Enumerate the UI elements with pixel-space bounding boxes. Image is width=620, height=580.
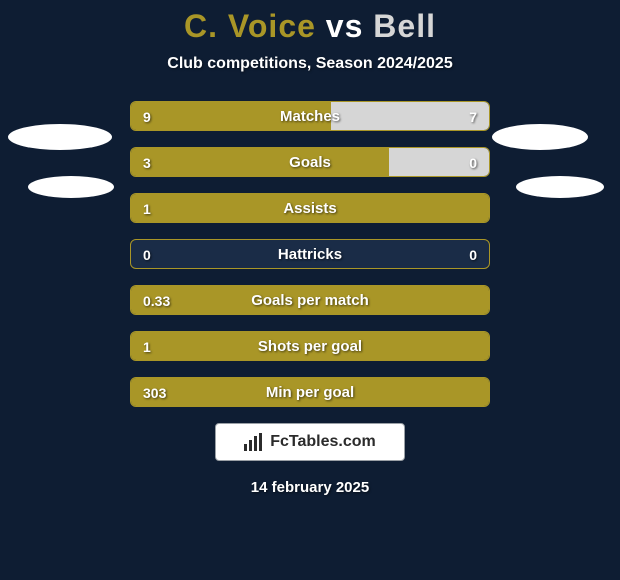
player2-avatar-placeholder-1 (492, 124, 588, 150)
subtitle: Club competitions, Season 2024/2025 (0, 55, 620, 73)
stat-value-left: 1 (143, 194, 151, 222)
stat-row: Hattricks0 0 (130, 239, 490, 269)
stat-value-right: 0 (469, 240, 477, 268)
stat-row: Shots per goal1 (130, 331, 490, 361)
stat-label: Goals per match (131, 286, 489, 314)
stat-value-right: 0 (469, 148, 477, 176)
player1-avatar-placeholder-2 (28, 176, 114, 198)
stat-value-right: 7 (469, 102, 477, 130)
source-badge-text: FcTables.com (270, 433, 376, 451)
stat-value-left: 303 (143, 378, 166, 406)
stat-value-left: 0.33 (143, 286, 170, 314)
player2-avatar-placeholder-2 (516, 176, 604, 198)
source-badge[interactable]: FcTables.com (215, 423, 405, 461)
player1-name: C. Voice (184, 8, 316, 44)
stat-label: Matches (131, 102, 489, 130)
vs-text: vs (326, 8, 364, 44)
stat-row: Goals3 0 (130, 147, 490, 177)
player1-avatar-placeholder-1 (8, 124, 112, 150)
bar-chart-icon (244, 433, 264, 451)
stat-label: Min per goal (131, 378, 489, 406)
stat-label: Shots per goal (131, 332, 489, 360)
stat-label: Assists (131, 194, 489, 222)
stat-row: Assists1 (130, 193, 490, 223)
stat-row: Min per goal303 (130, 377, 490, 407)
player2-name: Bell (373, 8, 436, 44)
stat-label: Hattricks (131, 240, 489, 268)
stats-rows: Matches97Goals30Assists1Hattricks00Goals… (130, 101, 490, 407)
comparison-card: C. Voice vs Bell Club competitions, Seas… (0, 0, 620, 580)
stat-value-left: 0 (143, 240, 151, 268)
stat-value-left: 3 (143, 148, 151, 176)
stat-value-left: 1 (143, 332, 151, 360)
date-text: 14 february 2025 (0, 479, 620, 496)
stat-value-left: 9 (143, 102, 151, 130)
stat-label: Goals (131, 148, 489, 176)
stat-row: Goals per match0.33 (130, 285, 490, 315)
title: C. Voice vs Bell (0, 8, 620, 45)
stat-row: Matches9 7 (130, 101, 490, 131)
